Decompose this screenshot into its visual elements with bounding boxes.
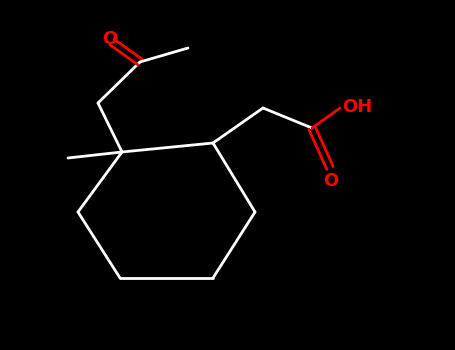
Text: OH: OH — [342, 98, 372, 116]
Text: O: O — [102, 30, 118, 48]
Text: O: O — [324, 172, 339, 190]
